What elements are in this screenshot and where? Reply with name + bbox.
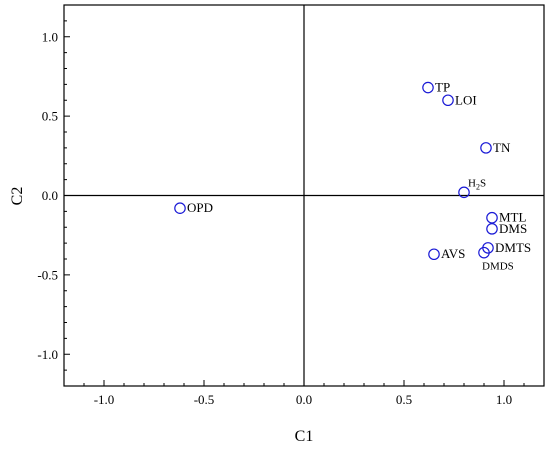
y-tick-label: 1.0 <box>42 29 58 44</box>
data-point <box>486 223 498 235</box>
x-tick-label: 0.5 <box>396 392 412 407</box>
point-label: TP <box>435 80 450 95</box>
x-tick-label: -0.5 <box>194 392 215 407</box>
data-point <box>442 94 454 107</box>
x-tick-label: -1.0 <box>94 392 115 407</box>
y-tick-label: 0.0 <box>42 188 58 203</box>
data-point <box>458 186 470 199</box>
x-tick-label: 0.0 <box>296 392 312 407</box>
point-label: LOI <box>455 92 477 107</box>
y-tick-label: -1.0 <box>37 347 58 362</box>
point-label: AVS <box>441 246 465 261</box>
data-point <box>478 246 490 259</box>
y-tick-label: 0.5 <box>42 109 58 124</box>
data-point <box>422 81 434 94</box>
point-label: MTL <box>499 210 527 225</box>
data-point <box>480 142 492 154</box>
data-point <box>428 248 440 261</box>
point-label: DMTS <box>495 240 531 255</box>
y-axis-title: C2 <box>9 187 26 206</box>
point-label: OPD <box>187 200 213 215</box>
point-label: DMDS <box>482 261 514 273</box>
point-label: H2S <box>468 177 486 191</box>
data-point <box>486 211 498 224</box>
point-label: DMS <box>499 221 527 236</box>
point-label: TN <box>493 140 511 155</box>
x-axis-title: C1 <box>295 428 314 445</box>
tick-labels: -1.0 -0.5 0.0 0.5 1.0 1.0 0.5 0.0 -0.5 -1.0 <box>37 29 512 407</box>
x-tick-label: 1.0 <box>496 392 512 407</box>
data-point <box>174 202 186 214</box>
y-tick-label: -0.5 <box>37 267 58 282</box>
